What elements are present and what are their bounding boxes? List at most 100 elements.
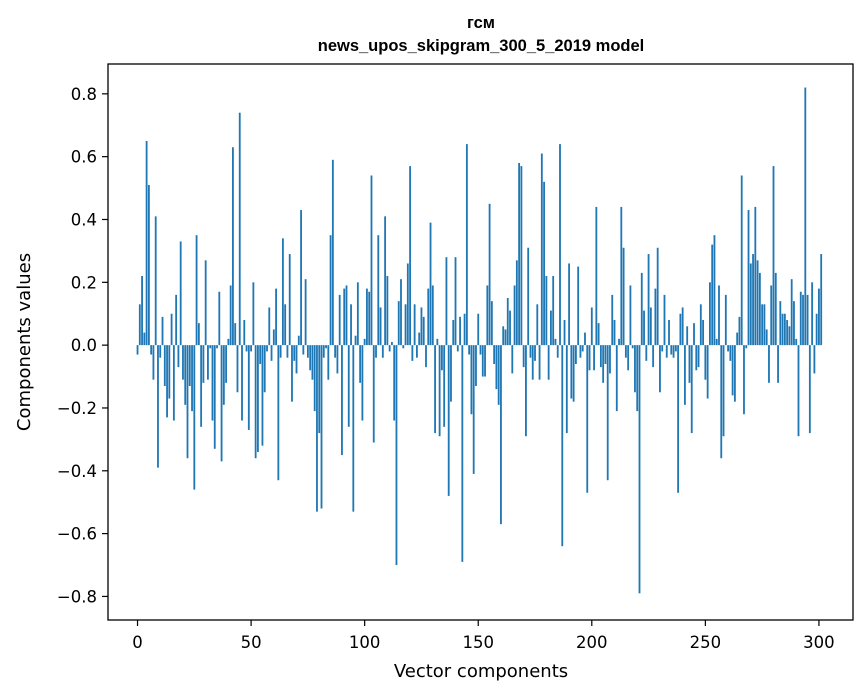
bar [425, 345, 427, 368]
bar [677, 345, 680, 493]
bar [163, 345, 166, 386]
bar [518, 162, 521, 346]
bar [179, 241, 182, 346]
bar [384, 216, 387, 346]
bar [597, 323, 600, 346]
bar [291, 345, 293, 402]
bars-group [136, 87, 823, 594]
bar [431, 285, 434, 346]
bar [363, 338, 366, 346]
bar [311, 345, 314, 380]
bar [475, 345, 477, 386]
bar [468, 345, 471, 355]
bar [359, 345, 362, 383]
bar [447, 345, 450, 496]
bar [220, 345, 223, 462]
bar [638, 345, 641, 594]
bar [411, 345, 414, 361]
bar [534, 345, 536, 361]
bar [738, 316, 741, 346]
bar [288, 254, 291, 346]
bar [445, 257, 448, 346]
bar [177, 345, 180, 368]
bar [590, 307, 593, 346]
y-axis-label: Components values [14, 253, 35, 431]
bar [740, 175, 743, 346]
bar [686, 326, 689, 346]
bar [222, 345, 225, 405]
chart-title: гсм [467, 14, 495, 32]
bar [547, 345, 550, 380]
bar [345, 285, 348, 346]
bar [418, 332, 421, 346]
bar [709, 282, 711, 346]
bar [613, 320, 616, 346]
bar [711, 244, 714, 346]
bar [731, 345, 734, 396]
bar [481, 345, 484, 377]
bar [438, 345, 441, 437]
bar [690, 345, 693, 434]
bar [490, 301, 493, 346]
bar [572, 345, 575, 402]
bar [207, 345, 209, 380]
bar [563, 320, 566, 346]
bar [656, 247, 659, 346]
y-tick-label: −0.6 [57, 525, 97, 544]
bar [166, 345, 168, 418]
bar [334, 345, 337, 358]
bar [811, 282, 814, 346]
bar [188, 345, 191, 386]
bar [397, 301, 400, 346]
bar [574, 345, 577, 364]
bar [643, 310, 645, 346]
bar [606, 345, 609, 481]
bar [470, 345, 473, 415]
bar [372, 345, 375, 443]
bar [529, 345, 532, 358]
bar [768, 345, 770, 383]
bar [195, 235, 198, 346]
bar [229, 285, 232, 346]
bar [302, 345, 305, 355]
y-tick-label: −0.8 [57, 587, 97, 606]
bar [465, 144, 468, 346]
bar [347, 345, 350, 427]
bar [461, 345, 464, 562]
bar [631, 345, 634, 349]
bar [272, 329, 275, 346]
y-tick-label: −0.4 [57, 462, 97, 481]
bar [443, 345, 446, 427]
plot-frame [107, 63, 854, 621]
bar [279, 345, 282, 358]
bar [540, 153, 543, 346]
bar [602, 345, 605, 383]
bar [393, 345, 396, 421]
bar [699, 304, 702, 346]
bar [636, 345, 639, 412]
bar [743, 345, 745, 415]
bar [681, 307, 684, 346]
bar [293, 345, 296, 361]
bar [197, 323, 200, 346]
bar [804, 87, 807, 346]
bar [336, 345, 339, 374]
bar [297, 335, 300, 346]
bar [268, 307, 271, 346]
bar [813, 345, 816, 374]
bar [618, 338, 620, 346]
bar [186, 345, 189, 459]
bar [147, 184, 150, 346]
bar [434, 345, 436, 434]
bar [543, 181, 546, 346]
bar [309, 345, 312, 371]
bar [718, 285, 720, 346]
y-tick-label: 0.8 [71, 85, 97, 104]
bar [479, 345, 482, 355]
bar [325, 345, 327, 349]
bar [204, 260, 207, 346]
bar [306, 345, 309, 358]
bar [400, 279, 402, 346]
bar [361, 345, 364, 421]
